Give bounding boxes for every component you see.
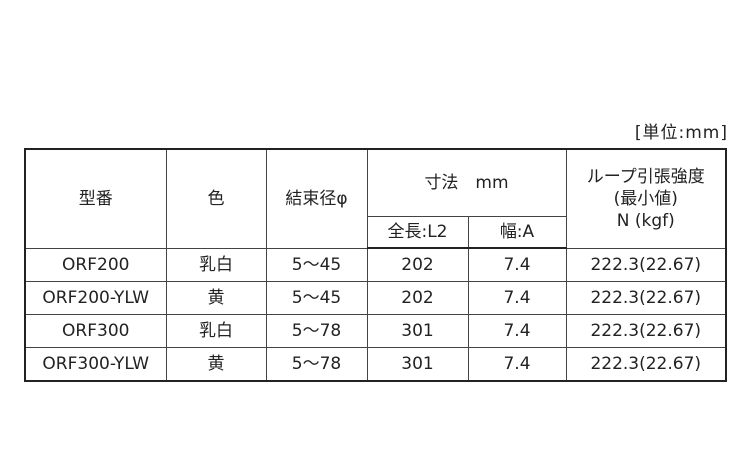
cell-bundle-dia: 5～78 <box>265 314 368 348</box>
cell-model: ORF300 <box>24 314 167 348</box>
header-strength: ループ引張強度 (最小値) N (kgf) <box>565 148 727 249</box>
cell-color: 黄 <box>165 347 267 382</box>
cell-length: 301 <box>366 314 469 348</box>
header-color: 色 <box>165 148 267 249</box>
cell-strength: 222.3(22.67) <box>565 314 727 348</box>
strength-line3: N (kgf) <box>616 210 675 231</box>
spec-table: 型番 色 結束径φ 寸法 mm ループ引張強度 (最小値) N (kgf) 全長:L… <box>24 148 727 382</box>
cell-model: ORF200 <box>24 247 167 282</box>
cell-width: 7.4 <box>467 347 567 382</box>
cell-color: 乳白 <box>165 314 267 348</box>
unit-label: [単位:mm] <box>634 123 728 143</box>
header-bundle-dia: 結束径φ <box>265 148 368 249</box>
cell-model: ORF300-YLW <box>24 347 167 382</box>
cell-strength: 222.3(22.67) <box>565 347 727 382</box>
header-dimensions: 寸法 mm <box>366 148 567 217</box>
cell-length: 202 <box>366 281 469 315</box>
cell-length: 301 <box>366 347 469 382</box>
strength-line1: ループ引張強度 <box>586 166 705 187</box>
table-row: ORF300-YLW 黄 5～78 301 7.4 222.3(22.67) <box>24 347 727 382</box>
strength-line2: (最小値) <box>613 188 678 209</box>
cell-color: 黄 <box>165 281 267 315</box>
cell-bundle-dia: 5～45 <box>265 247 368 282</box>
cell-length: 202 <box>366 247 469 282</box>
cell-width: 7.4 <box>467 314 567 348</box>
cell-width: 7.4 <box>467 247 567 282</box>
cell-strength: 222.3(22.67) <box>565 247 727 282</box>
table-row: ORF200 乳白 5～45 202 7.4 222.3(22.67) <box>24 247 727 282</box>
cell-model: ORF200-YLW <box>24 281 167 315</box>
table-row: ORF300 乳白 5～78 301 7.4 222.3(22.67) <box>24 314 727 348</box>
header-width: 幅:A <box>467 216 567 249</box>
header-model: 型番 <box>24 148 167 249</box>
cell-bundle-dia: 5～45 <box>265 281 368 315</box>
cell-width: 7.4 <box>467 281 567 315</box>
cell-bundle-dia: 5～78 <box>265 347 368 382</box>
cell-color: 乳白 <box>165 247 267 282</box>
header-length: 全長:L2 <box>366 216 469 249</box>
cell-strength: 222.3(22.67) <box>565 281 727 315</box>
table-row: ORF200-YLW 黄 5～45 202 7.4 222.3(22.67) <box>24 281 727 315</box>
